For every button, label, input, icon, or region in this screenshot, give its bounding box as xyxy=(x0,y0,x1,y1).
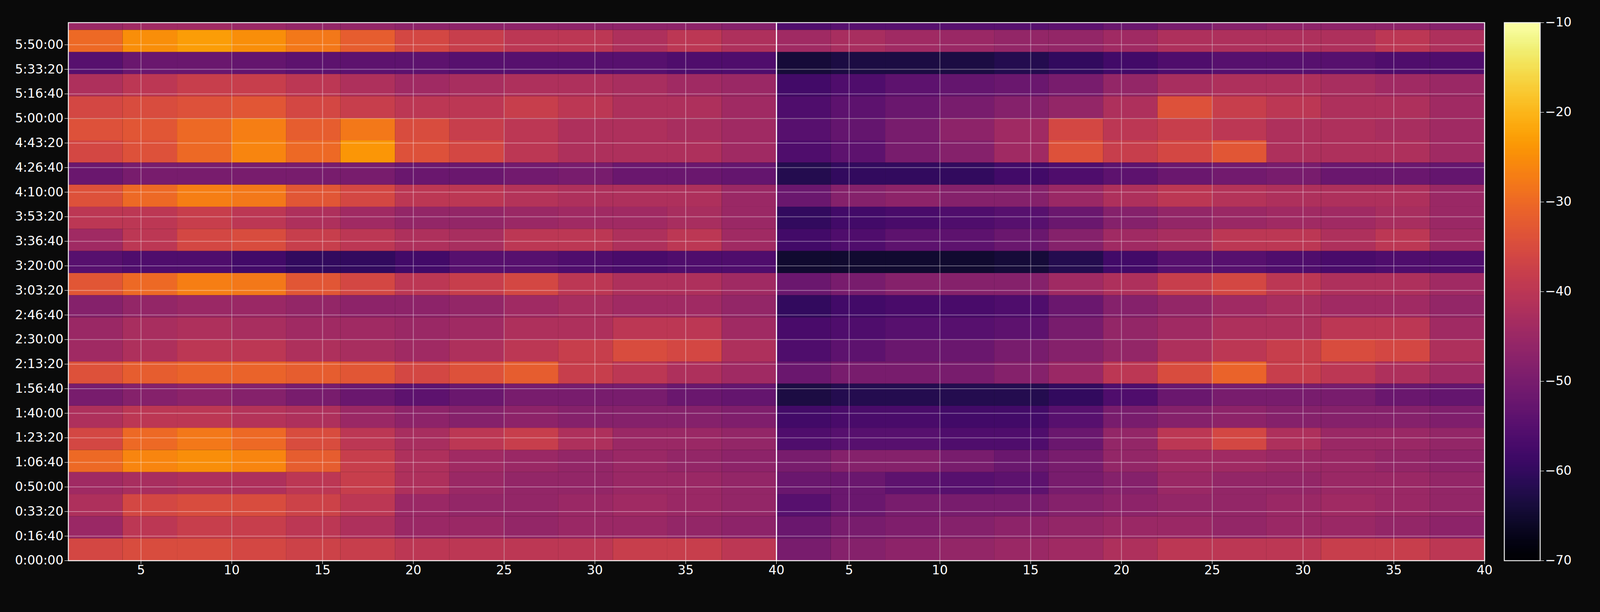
svg-text:30: 30 xyxy=(587,562,604,578)
svg-text:3:03:20: 3:03:20 xyxy=(15,282,64,298)
svg-text:20: 20 xyxy=(1113,562,1130,578)
svg-text:3:36:40: 3:36:40 xyxy=(15,233,64,249)
svg-text:2:30:00: 2:30:00 xyxy=(15,331,64,347)
svg-text:−20: −20 xyxy=(1545,104,1572,120)
svg-text:4:10:00: 4:10:00 xyxy=(15,184,64,200)
svg-text:30: 30 xyxy=(1295,562,1312,578)
svg-text:5:00:00: 5:00:00 xyxy=(15,110,64,126)
svg-text:15: 15 xyxy=(1022,562,1039,578)
svg-text:3:53:20: 3:53:20 xyxy=(15,208,64,224)
svg-text:−60: −60 xyxy=(1545,462,1572,478)
svg-text:3:20:00: 3:20:00 xyxy=(15,258,64,273)
svg-text:−50: −50 xyxy=(1545,373,1572,389)
svg-text:0:33:20: 0:33:20 xyxy=(15,503,64,519)
svg-text:2:13:20: 2:13:20 xyxy=(15,356,64,372)
svg-text:35: 35 xyxy=(1385,562,1402,578)
svg-text:10: 10 xyxy=(931,562,948,578)
svg-text:1:56:40: 1:56:40 xyxy=(15,380,64,396)
svg-text:−70: −70 xyxy=(1545,552,1572,568)
svg-text:10: 10 xyxy=(223,562,240,578)
svg-text:5:16:40: 5:16:40 xyxy=(15,86,64,101)
svg-text:−10: −10 xyxy=(1545,14,1572,30)
svg-text:0:16:40: 0:16:40 xyxy=(15,528,64,544)
svg-text:25: 25 xyxy=(1204,562,1221,578)
svg-text:0:00:00: 0:00:00 xyxy=(15,552,64,568)
svg-text:2:46:40: 2:46:40 xyxy=(15,307,64,323)
svg-text:1:06:40: 1:06:40 xyxy=(15,454,64,470)
svg-text:5: 5 xyxy=(137,562,146,578)
svg-text:5: 5 xyxy=(845,562,854,578)
svg-text:40: 40 xyxy=(768,562,785,578)
svg-text:20: 20 xyxy=(405,562,422,578)
svg-text:35: 35 xyxy=(677,562,694,578)
svg-text:25: 25 xyxy=(496,562,513,578)
svg-text:−30: −30 xyxy=(1545,194,1572,209)
svg-text:4:26:40: 4:26:40 xyxy=(15,160,64,175)
svg-text:5:33:20: 5:33:20 xyxy=(15,61,64,77)
svg-text:−40: −40 xyxy=(1545,283,1572,299)
svg-text:1:23:20: 1:23:20 xyxy=(15,429,64,445)
svg-text:40: 40 xyxy=(1476,562,1493,578)
svg-text:4:43:20: 4:43:20 xyxy=(15,135,64,151)
svg-text:5:50:00: 5:50:00 xyxy=(15,37,64,52)
svg-text:1:40:00: 1:40:00 xyxy=(15,405,64,421)
svg-text:0:50:00: 0:50:00 xyxy=(15,479,64,494)
svg-text:15: 15 xyxy=(314,562,331,578)
